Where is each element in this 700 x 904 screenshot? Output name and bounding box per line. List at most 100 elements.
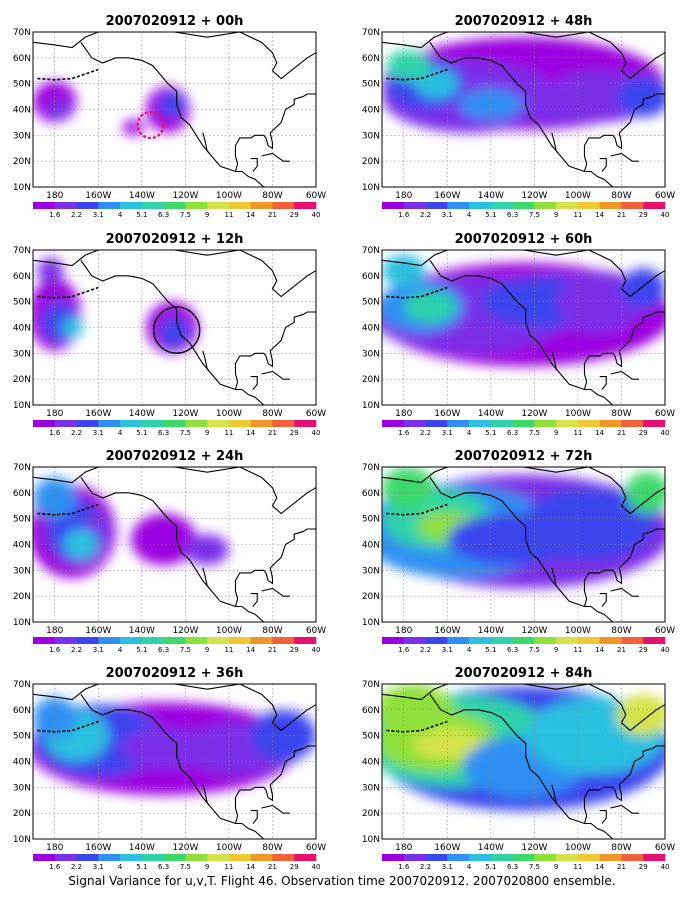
- colorbar-label: 21: [268, 863, 277, 871]
- lat-tick-label: 40N: [362, 758, 380, 768]
- colorbar-label: 3.1: [93, 211, 104, 219]
- colorbar-label: 9: [205, 211, 209, 219]
- lat-tick-label: 20N: [362, 157, 380, 167]
- lat-tick-label: 60N: [362, 489, 380, 499]
- lat-tick-label: 70N: [13, 246, 31, 256]
- lat-tick-label: 20N: [13, 375, 31, 385]
- lat-tick-label: 50N: [362, 515, 380, 525]
- colorbar-label: 7.5: [529, 646, 540, 654]
- coastline: [33, 467, 316, 622]
- colorbar-swatch: [490, 637, 513, 644]
- colorbar-swatch: [272, 420, 295, 427]
- coastline: [33, 684, 316, 839]
- lon-tick-label: 80W: [611, 843, 631, 853]
- colorbar: 1.6 2.2 3.1 4 5.1 6.3 7.5 9 11 14 21 29 40: [382, 854, 669, 871]
- map-frame: [381, 683, 666, 840]
- colorbar-swatch: [425, 854, 448, 861]
- lat-tick-label: 60N: [13, 54, 31, 64]
- coastline: [33, 250, 316, 405]
- lon-tick-label: 120W: [521, 843, 547, 853]
- lon-tick-label: 140W: [478, 626, 504, 636]
- colorbar-label: 14: [595, 863, 604, 871]
- lat-tick-label: 70N: [362, 246, 380, 256]
- lon-tick-label: 180: [395, 843, 412, 853]
- lon-tick-label: 120W: [521, 409, 547, 419]
- lat-tick-label: 10N: [13, 835, 31, 845]
- colorbar-swatch: [425, 202, 448, 209]
- colorbar: 1.6 2.2 3.1 4 5.1 6.3 7.5 9 11 14 21 29 40: [33, 420, 320, 437]
- colorbar-label: 5.1: [485, 863, 496, 871]
- lon-tick-label: 160W: [85, 191, 111, 201]
- lat-tick-label: 40N: [13, 106, 31, 116]
- colorbar-swatch: [534, 202, 557, 209]
- lon-tick-label: 100W: [565, 843, 591, 853]
- colorbar-label: 11: [224, 863, 233, 871]
- colorbar-label: 4: [467, 429, 472, 437]
- colorbar-swatch: [621, 637, 644, 644]
- panel-title: 2007020912 + 60h: [455, 232, 593, 247]
- colorbar-label: 11: [224, 429, 233, 437]
- colorbar-swatch: [599, 854, 622, 861]
- lon-tick-label: 100W: [216, 843, 242, 853]
- lat-tick-label: 70N: [362, 463, 380, 473]
- lon-tick-label: 180: [46, 843, 63, 853]
- lat-tick-label: 20N: [13, 809, 31, 819]
- colorbar-label: 40: [312, 211, 321, 219]
- lon-tick-label: 140W: [129, 626, 155, 636]
- colorbar-swatch: [207, 202, 230, 209]
- colorbar-swatch: [76, 637, 99, 644]
- lat-tick-label: 30N: [13, 349, 31, 359]
- variance-field: [382, 467, 665, 622]
- colorbar-swatch: [577, 420, 600, 427]
- panel-title: 2007020912 + 72h: [455, 449, 593, 464]
- lon-tick-label: 80W: [611, 409, 631, 419]
- colorbar-label: 9: [205, 863, 209, 871]
- map-frame: [381, 249, 666, 406]
- colorbar-swatch: [621, 420, 644, 427]
- colorbar-swatch: [163, 637, 186, 644]
- colorbar-label: 3.1: [442, 429, 453, 437]
- colorbar: 1.6 2.2 3.1 4 5.1 6.3 7.5 9 11 14 21 29 40: [382, 637, 669, 654]
- lat-tick-label: 30N: [362, 131, 380, 141]
- lat-tick-label: 60N: [13, 706, 31, 716]
- colorbar-swatch: [76, 420, 99, 427]
- colorbar-swatch: [447, 202, 470, 209]
- map-frame: [381, 31, 666, 188]
- lat-tick-label: 50N: [13, 732, 31, 742]
- colorbar-label: 11: [573, 646, 582, 654]
- colorbar-swatch: [54, 637, 77, 644]
- lat-tick-label: 60N: [13, 272, 31, 282]
- lat-tick-label: 20N: [362, 375, 380, 385]
- colorbar-swatch: [185, 637, 208, 644]
- colorbar-label: 14: [246, 646, 255, 654]
- colorbar-swatch: [599, 637, 622, 644]
- lon-tick-label: 140W: [478, 191, 504, 201]
- coastline: [33, 32, 316, 187]
- lat-tick-label: 30N: [362, 566, 380, 576]
- colorbar-swatch: [490, 854, 513, 861]
- colorbar-swatch: [382, 202, 405, 209]
- colorbar-swatch: [556, 637, 579, 644]
- lat-tick-label: 60N: [362, 272, 380, 282]
- lon-tick-label: 80W: [262, 409, 282, 419]
- colorbar-label: 40: [661, 863, 670, 871]
- colorbar-swatch: [577, 202, 600, 209]
- colorbar-swatch: [228, 854, 251, 861]
- colorbar-label: 7.5: [180, 211, 191, 219]
- colorbar-label: 2.2: [71, 429, 82, 437]
- colorbar-label: 9: [205, 429, 209, 437]
- colorbar-swatch: [120, 637, 143, 644]
- lat-tick-label: 70N: [13, 28, 31, 38]
- colorbar-swatch: [621, 202, 644, 209]
- colorbar-label: 2.2: [71, 646, 82, 654]
- lon-tick-label: 120W: [521, 191, 547, 201]
- observation-circle: [152, 306, 201, 354]
- colorbar-swatch: [490, 420, 513, 427]
- lon-tick-label: 60W: [655, 409, 675, 419]
- colorbar-label: 4: [467, 646, 472, 654]
- colorbar-label: 3.1: [93, 646, 104, 654]
- lat-tick-label: 30N: [13, 566, 31, 576]
- colorbar-label: 40: [312, 429, 321, 437]
- colorbar-swatch: [54, 420, 77, 427]
- lon-tick-label: 180: [46, 191, 63, 201]
